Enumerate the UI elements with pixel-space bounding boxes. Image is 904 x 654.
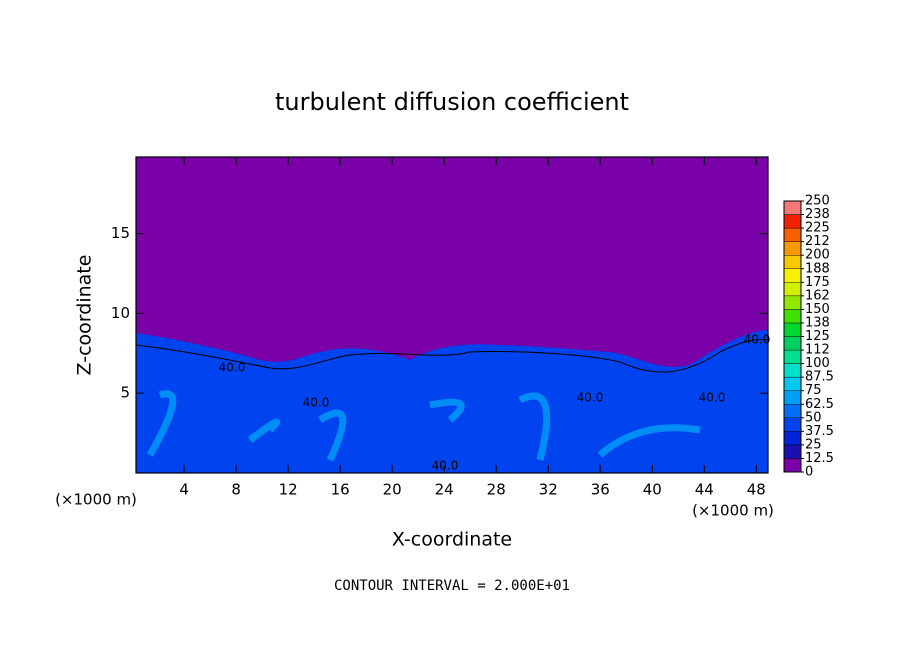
colorbar-label: 50 [805, 410, 822, 425]
colorbar-box [783, 254, 802, 269]
colorbar-label: 138 [805, 315, 830, 330]
x-tick-label: 12 [279, 481, 298, 499]
field-streak [318, 409, 347, 462]
colorbar-label: 112 [805, 343, 830, 358]
colorbar-label: 175 [805, 275, 830, 290]
x-axis-label: X-coordinate [392, 529, 512, 551]
colorbar-box [783, 417, 802, 432]
colorbar-label: 212 [805, 234, 830, 249]
x-unit-label: (×1000 m) [692, 502, 774, 520]
x-unit-label: (×1000 m) [55, 491, 137, 509]
colorbar-label: 162 [805, 288, 830, 303]
colorbar-box [783, 268, 802, 283]
field-streak [146, 390, 177, 457]
colorbar-box [783, 322, 802, 337]
x-tick-label: 36 [591, 481, 610, 499]
x-tick-label: 44 [695, 481, 714, 499]
colorbar-box [783, 309, 802, 324]
colorbar-label: 238 [805, 207, 830, 222]
colorbar-label: 200 [805, 248, 830, 263]
plot-frame [135, 156, 769, 474]
x-tick-label: 40 [643, 481, 662, 499]
contour-label: 40.0 [219, 361, 246, 375]
colorbar-label: 25 [805, 437, 822, 452]
colorbar-box [783, 444, 802, 459]
x-tick-label: 4 [179, 481, 189, 499]
x-tick-label: 24 [435, 481, 454, 499]
contour-label: 40.0 [699, 391, 726, 405]
contour-label: 40.0 [577, 391, 604, 405]
footnote: CONTOUR INTERVAL = 2.000E+01 [334, 578, 570, 594]
y-tick-label: 15 [111, 224, 130, 242]
colorbar-box [783, 282, 802, 297]
x-tick-label: 8 [231, 481, 241, 499]
x-tick-label: 20 [383, 481, 402, 499]
contour-label: 40.0 [303, 396, 330, 410]
x-tick-label: 48 [747, 481, 766, 499]
field-streak [247, 418, 281, 443]
colorbar-box [783, 200, 802, 215]
colorbar-label: 12.5 [805, 451, 834, 466]
colorbar-label: 150 [805, 302, 830, 317]
colorbar-label: 225 [805, 221, 830, 236]
contour-label: 40.0 [744, 333, 771, 347]
colorbar-label: 37.5 [805, 424, 834, 439]
x-tick-label: 28 [487, 481, 506, 499]
contour-label: 40.0 [432, 459, 459, 473]
contour-line [135, 339, 769, 373]
colorbar-label: 62.5 [805, 397, 834, 412]
colorbar-label: 75 [805, 383, 822, 398]
colorbar-box [783, 458, 802, 473]
colorbar-box [783, 404, 802, 419]
y-tick-label: 10 [111, 304, 130, 322]
x-tick-label: 32 [539, 481, 558, 499]
colorbar-box [783, 214, 802, 229]
field-streak [518, 392, 551, 461]
colorbar-box [783, 227, 802, 242]
colorbar-label: 125 [805, 329, 830, 344]
colorbar-label: 0 [805, 465, 813, 480]
colorbar-box [783, 376, 802, 391]
colorbar-box [783, 336, 802, 351]
field-streak [429, 398, 465, 423]
colorbar-box [783, 363, 802, 378]
colorbar-box [783, 241, 802, 256]
colorbar-box [783, 295, 802, 310]
y-tick-label: 5 [120, 384, 130, 402]
y-axis-label: Z-coordinate [74, 255, 96, 376]
colorbar-label: 250 [805, 194, 830, 209]
field-streak [597, 424, 701, 458]
colorbar-label: 87.5 [805, 370, 834, 385]
colorbar-label: 100 [805, 356, 830, 371]
colorbar-box [783, 431, 802, 446]
colorbar-box [783, 349, 802, 364]
colorbar-box [783, 390, 802, 405]
colorbar-label: 188 [805, 261, 830, 276]
x-tick-label: 16 [331, 481, 350, 499]
chart-title: turbulent diffusion coefficient [275, 88, 629, 116]
